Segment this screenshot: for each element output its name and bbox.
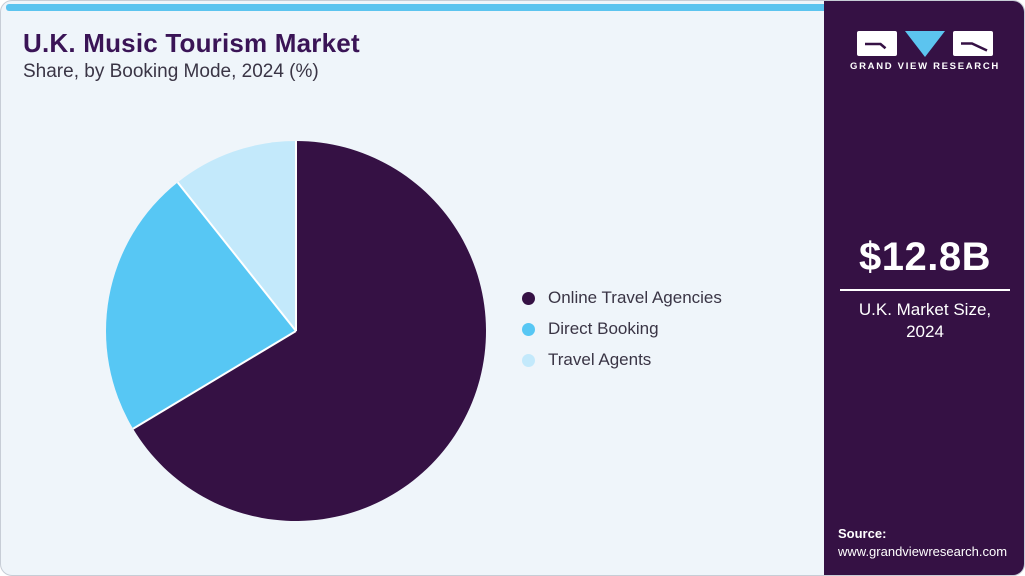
market-size-label: U.K. Market Size, 2024 [858, 300, 992, 341]
source-block: Source: www.grandviewresearch.com [838, 525, 1007, 561]
pie-chart [106, 141, 487, 521]
market-size-block: $12.8B U.K. Market Size, 2024 [824, 235, 1024, 343]
legend-swatch-icon [522, 322, 535, 336]
pie-slice [177, 141, 296, 331]
page-title: U.K. Music Tourism Market [23, 28, 360, 58]
source-url: www.grandviewresearch.com [838, 544, 1008, 559]
sidebar: GRAND VIEW RESEARCH $12.8B U.K. Market S… [824, 1, 1024, 575]
pie-legend: Online Travel Agencies Direct Booking Tr… [522, 287, 722, 380]
legend-item: Travel Agents [522, 349, 722, 371]
slice-separator [176, 181, 297, 332]
pie-slice [133, 141, 487, 521]
top-accent-bar [6, 4, 824, 11]
legend-item: Online Travel Agencies [522, 287, 722, 309]
chart-subtitle: Share, by Booking Mode, 2024 (%) [23, 61, 319, 82]
market-size-value: $12.8B [859, 235, 991, 279]
legend-label: Travel Agents [548, 350, 652, 369]
legend-swatch-icon [522, 291, 535, 305]
slice-separator [132, 330, 297, 430]
brand-wordmark: GRAND VIEW RESEARCH [849, 61, 1000, 72]
legend-swatch-icon [522, 353, 535, 367]
market-size-divider [840, 289, 1010, 291]
legend-label: Direct Booking [548, 319, 659, 338]
legend-item: Direct Booking [522, 318, 722, 340]
gvr-logo [824, 31, 1024, 57]
legend-label: Online Travel Agencies [548, 288, 722, 307]
pie-slice [106, 182, 296, 429]
source-label: Source: [838, 526, 887, 541]
gvr-logo-icon [857, 31, 993, 57]
